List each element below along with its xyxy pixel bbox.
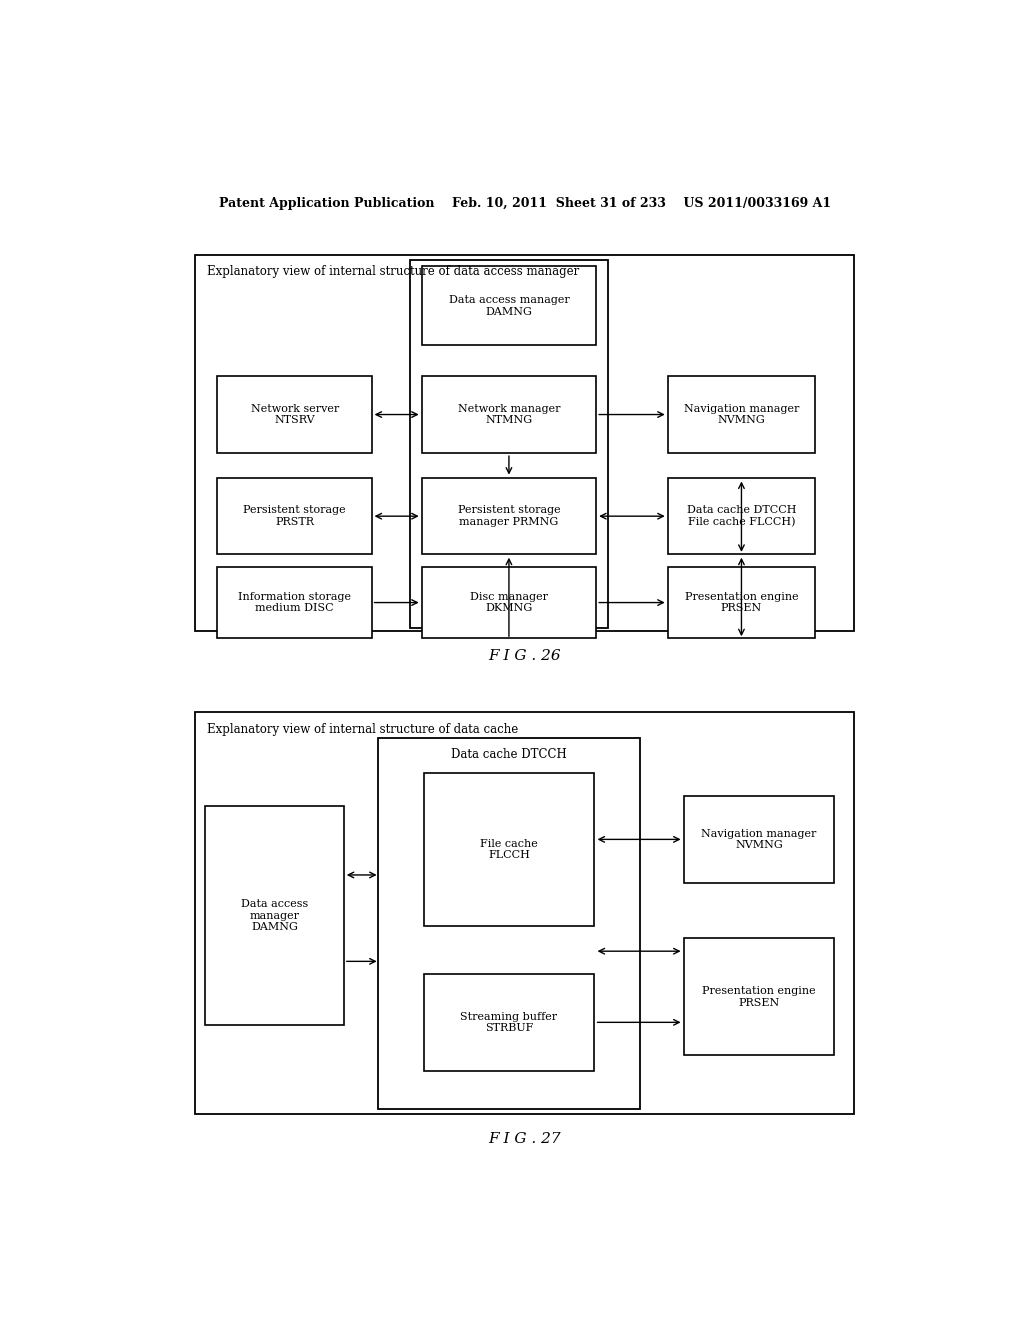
FancyBboxPatch shape xyxy=(668,376,815,453)
Text: Persistent storage
PRSTR: Persistent storage PRSTR xyxy=(244,506,346,527)
Text: Explanatory view of internal structure of data access manager: Explanatory view of internal structure o… xyxy=(207,265,580,279)
Text: File cache
FLCCH: File cache FLCCH xyxy=(480,838,538,861)
Text: Navigation manager
NVMNG: Navigation manager NVMNG xyxy=(684,404,799,425)
Text: Data access manager
DAMNG: Data access manager DAMNG xyxy=(449,294,569,317)
FancyBboxPatch shape xyxy=(684,796,835,883)
FancyBboxPatch shape xyxy=(378,738,640,1109)
Text: Network server
NTSRV: Network server NTSRV xyxy=(251,404,339,425)
FancyBboxPatch shape xyxy=(217,568,372,638)
FancyBboxPatch shape xyxy=(424,774,594,925)
FancyBboxPatch shape xyxy=(422,376,596,453)
FancyBboxPatch shape xyxy=(424,974,594,1071)
FancyBboxPatch shape xyxy=(217,478,372,554)
Text: Presentation engine
PRSEN: Presentation engine PRSEN xyxy=(685,591,799,614)
Text: Navigation manager
NVMNG: Navigation manager NVMNG xyxy=(701,829,816,850)
FancyBboxPatch shape xyxy=(196,255,854,631)
FancyBboxPatch shape xyxy=(422,568,596,638)
Text: Streaming buffer
STRBUF: Streaming buffer STRBUF xyxy=(461,1011,557,1034)
FancyBboxPatch shape xyxy=(668,568,815,638)
Text: Explanatory view of internal structure of data cache: Explanatory view of internal structure o… xyxy=(207,722,518,735)
FancyBboxPatch shape xyxy=(410,260,608,628)
FancyBboxPatch shape xyxy=(196,713,854,1114)
FancyBboxPatch shape xyxy=(684,939,835,1056)
Text: Data access
manager
DAMNG: Data access manager DAMNG xyxy=(242,899,308,932)
Text: Network manager
NTMNG: Network manager NTMNG xyxy=(458,404,560,425)
FancyBboxPatch shape xyxy=(206,807,344,1024)
Text: Presentation engine
PRSEN: Presentation engine PRSEN xyxy=(702,986,816,1007)
Text: Data cache DTCCH
File cache FLCCH): Data cache DTCCH File cache FLCCH) xyxy=(687,506,797,527)
Text: Data cache DTCCH: Data cache DTCCH xyxy=(451,748,567,760)
FancyBboxPatch shape xyxy=(217,376,372,453)
Text: Disc manager
DKMNG: Disc manager DKMNG xyxy=(470,591,548,614)
Text: Information storage
medium DISC: Information storage medium DISC xyxy=(239,591,351,614)
Text: Patent Application Publication    Feb. 10, 2011  Sheet 31 of 233    US 2011/0033: Patent Application Publication Feb. 10, … xyxy=(219,197,830,210)
FancyBboxPatch shape xyxy=(668,478,815,554)
Text: F I G . 27: F I G . 27 xyxy=(488,1133,561,1146)
Text: F I G . 26: F I G . 26 xyxy=(488,649,561,664)
FancyBboxPatch shape xyxy=(422,267,596,346)
FancyBboxPatch shape xyxy=(422,478,596,554)
Text: Persistent storage
manager PRMNG: Persistent storage manager PRMNG xyxy=(458,506,560,527)
